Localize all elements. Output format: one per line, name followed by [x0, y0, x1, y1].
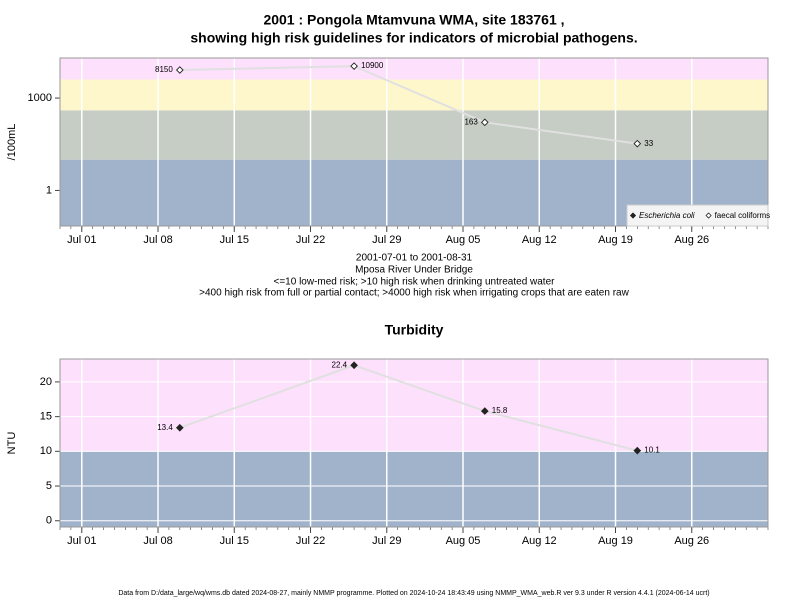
legend-marker: [629, 212, 637, 219]
data-label: 15.8: [492, 406, 508, 415]
y-tick-label: 20: [40, 376, 52, 388]
x-tick-label: Aug 26: [674, 234, 709, 246]
legend-label: faecal coliforms: [715, 211, 771, 220]
footer: Data from D:/data_large/wq/wms.db dated …: [118, 590, 709, 597]
x-tick-label: Aug 19: [598, 234, 633, 246]
risk-band: [60, 451, 768, 527]
x-tick-label: Jul 08: [143, 535, 172, 547]
x-tick-label: Aug 19: [598, 535, 633, 547]
x-tick-label: Aug 05: [446, 234, 481, 246]
y-tick-label: 0: [46, 515, 52, 527]
data-label: 22.4: [332, 360, 348, 369]
risk-band: [60, 58, 768, 80]
x-tick-label: Aug 12: [522, 234, 557, 246]
risk-band: [60, 79, 768, 111]
note: 2001-07-01 to 2001-08-31: [356, 253, 473, 264]
data-point: [350, 361, 358, 370]
y-tick-label: 1000: [28, 92, 52, 104]
data-point: [175, 423, 184, 432]
risk-band: [60, 359, 768, 452]
y-tick-label: 10: [40, 445, 52, 457]
y-tick-label: 15: [40, 411, 52, 423]
legend-box: [626, 204, 769, 227]
data-label: 10900: [361, 61, 384, 70]
x-tick-label: Jul 29: [372, 234, 401, 246]
data-label: 10.1: [644, 446, 660, 455]
note: <=10 low-med risk; >10 high risk when dr…: [274, 277, 556, 288]
data-label: 13.4: [157, 423, 173, 432]
note: >400 high risk from full or partial cont…: [199, 288, 629, 299]
x-tick-label: Aug 12: [522, 535, 557, 547]
data-point: [633, 446, 642, 455]
y-tick-label: 1: [46, 184, 52, 196]
chart-title: 2001 : Pongola Mtamvuna WMA, site 183761…: [263, 12, 564, 28]
risk-band: [60, 110, 768, 160]
data-point: [350, 62, 358, 70]
chart-title: Turbidity: [385, 322, 444, 338]
x-tick-label: Jul 15: [220, 535, 249, 547]
x-tick-label: Jul 08: [143, 234, 172, 246]
legend-label: Escherichia coli: [639, 211, 695, 220]
note: Mposa River Under Bridge: [355, 265, 473, 276]
x-tick-label: Jul 01: [67, 535, 96, 547]
x-tick-label: Jul 22: [296, 535, 325, 547]
y-axis-label: NTU: [6, 432, 18, 455]
data-point: [633, 139, 642, 148]
series-line: [179, 65, 638, 145]
legend-marker: [705, 212, 712, 219]
plot-border: [59, 358, 769, 528]
x-tick-label: Jul 22: [296, 234, 325, 246]
y-tick-label: 5: [46, 480, 52, 492]
chart-subtitle: showing high risk guidelines for indicat…: [190, 30, 637, 46]
x-tick-label: Aug 05: [446, 535, 481, 547]
x-tick-label: Jul 01: [67, 234, 96, 246]
data-label: 8150: [155, 65, 173, 74]
plot-border: [59, 57, 769, 227]
data-point: [480, 407, 489, 415]
data-point: [480, 118, 489, 127]
data-point: [175, 66, 184, 74]
x-tick-label: Jul 29: [372, 535, 401, 547]
data-label: 33: [644, 139, 653, 148]
x-tick-label: Jul 15: [220, 234, 249, 246]
data-label: 163: [464, 117, 478, 126]
x-tick-label: Aug 26: [674, 535, 709, 547]
series-line: [179, 364, 638, 452]
y-axis-label: /100mL: [6, 124, 18, 161]
